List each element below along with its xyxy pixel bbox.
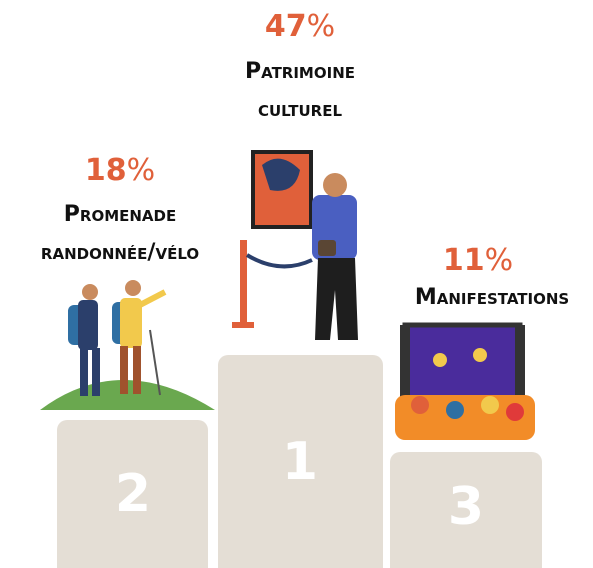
label-third: Manifestations: [414, 285, 570, 310]
museum-icon: [232, 150, 358, 340]
label-second: Promenade randonnée/vélo: [40, 202, 200, 265]
hikers-icon: [40, 280, 215, 410]
percent-first: 47%: [264, 9, 336, 44]
podium-second: [57, 420, 208, 568]
podium-third: [390, 452, 542, 568]
percent-second: 18%: [84, 153, 156, 188]
concert-icon: [395, 322, 535, 440]
rank-first: 1: [282, 432, 318, 492]
rank-second: 2: [115, 464, 151, 524]
rank-third: 3: [448, 477, 484, 537]
label-first: Patrimoine culturel: [245, 59, 355, 122]
percent-third: 11%: [442, 243, 514, 278]
podium-first: [218, 355, 383, 568]
